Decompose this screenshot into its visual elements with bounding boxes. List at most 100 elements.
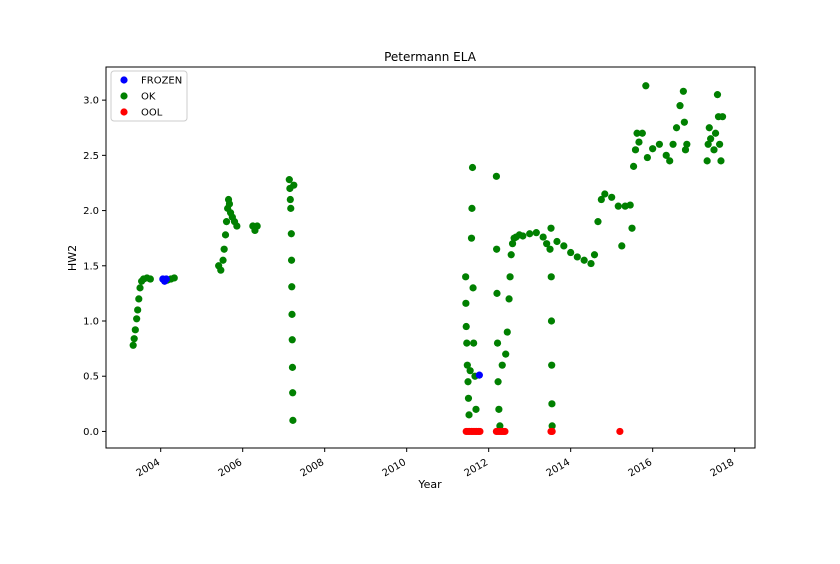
point-ok bbox=[716, 140, 724, 148]
point-ok bbox=[642, 82, 650, 90]
plot-frame bbox=[105, 66, 756, 449]
legend-marker-ool bbox=[120, 108, 128, 116]
x-tick-label: 2014 bbox=[545, 457, 573, 479]
point-ok bbox=[462, 273, 470, 281]
point-ok bbox=[469, 284, 477, 292]
point-ok bbox=[590, 251, 599, 259]
point-ok bbox=[597, 195, 605, 204]
point-ok bbox=[631, 146, 640, 154]
point-ok bbox=[507, 251, 515, 259]
point-frozen bbox=[475, 371, 483, 379]
point-ok bbox=[468, 204, 476, 212]
point-ok bbox=[289, 416, 297, 424]
y-tick-label: 1.0 bbox=[83, 317, 99, 328]
point-ool bbox=[501, 427, 509, 436]
point-ok bbox=[288, 310, 296, 318]
y-tick-label: 0.0 bbox=[83, 427, 99, 438]
point-ok bbox=[217, 266, 225, 274]
point-ok bbox=[495, 405, 503, 413]
point-ok bbox=[253, 222, 261, 230]
point-ok bbox=[676, 102, 684, 110]
point-ok bbox=[649, 145, 657, 153]
point-ok bbox=[288, 336, 296, 344]
point-ok bbox=[548, 400, 556, 408]
point-ok bbox=[135, 295, 143, 303]
x-tick-label: 2006 bbox=[217, 457, 245, 479]
point-ok bbox=[464, 394, 473, 402]
y-tick-label: 2.0 bbox=[83, 206, 99, 217]
y-tick-label: 2.5 bbox=[83, 151, 99, 162]
point-ool bbox=[548, 427, 556, 436]
x-tick-label: 2012 bbox=[463, 457, 491, 479]
point-ok bbox=[580, 256, 588, 264]
y-tick-label: 0.5 bbox=[83, 372, 99, 383]
point-ok bbox=[655, 140, 664, 148]
point-ok bbox=[508, 240, 517, 248]
point-ok bbox=[468, 163, 477, 172]
point-ok bbox=[220, 245, 228, 253]
point-ok bbox=[170, 274, 178, 282]
point-ok bbox=[539, 233, 547, 241]
point-ok bbox=[288, 283, 296, 291]
y-tick-label: 3.0 bbox=[83, 96, 99, 107]
point-ok bbox=[287, 204, 295, 212]
point-ok bbox=[233, 222, 241, 230]
point-ok bbox=[638, 129, 646, 137]
point-ok bbox=[146, 275, 154, 283]
point-ok bbox=[683, 140, 691, 148]
point-ok bbox=[502, 350, 510, 358]
point-ok bbox=[503, 328, 511, 336]
x-tick-label: 2008 bbox=[299, 457, 327, 479]
x-tick-label: 2004 bbox=[135, 457, 163, 479]
point-ok bbox=[492, 172, 501, 180]
point-ok bbox=[635, 138, 643, 146]
x-tick-label: 2016 bbox=[627, 457, 655, 479]
legend-label-ool: OOL bbox=[141, 108, 163, 119]
legend-marker-frozen bbox=[120, 76, 128, 84]
point-ok bbox=[462, 322, 470, 331]
point-ok bbox=[614, 202, 622, 210]
point-ok bbox=[288, 363, 297, 371]
point-ok bbox=[464, 378, 472, 386]
point-ok bbox=[547, 317, 556, 325]
point-ok bbox=[466, 367, 474, 375]
point-ok bbox=[608, 193, 616, 201]
legend-marker-ok bbox=[120, 92, 128, 100]
point-ok bbox=[498, 361, 506, 369]
point-ok bbox=[285, 176, 293, 184]
legend-label-frozen: FROZEN bbox=[141, 76, 182, 87]
point-ok bbox=[287, 256, 296, 264]
legend-box bbox=[110, 70, 188, 122]
point-ok bbox=[710, 146, 718, 154]
point-ok bbox=[547, 273, 555, 281]
point-ok bbox=[133, 315, 141, 323]
point-ok bbox=[493, 339, 502, 347]
point-ok bbox=[666, 157, 674, 165]
point-ok bbox=[467, 234, 476, 242]
point-ok bbox=[628, 224, 636, 232]
point-ok bbox=[463, 361, 471, 369]
point-ok bbox=[290, 181, 298, 189]
point-ok bbox=[547, 224, 555, 232]
point-ok bbox=[679, 87, 687, 95]
point-ok bbox=[626, 201, 634, 209]
point-ok bbox=[703, 157, 711, 165]
point-ok bbox=[718, 113, 727, 121]
point-ok bbox=[707, 135, 715, 143]
point-ok bbox=[713, 91, 722, 99]
point-ok bbox=[587, 259, 595, 268]
point-ok bbox=[594, 218, 602, 226]
point-ok bbox=[681, 146, 690, 154]
point-ok bbox=[543, 240, 551, 248]
point-ok bbox=[493, 245, 501, 253]
point-ok bbox=[221, 231, 230, 239]
x-axis-label: Year bbox=[417, 478, 442, 491]
point-ok bbox=[222, 218, 231, 226]
plot-area bbox=[129, 82, 727, 436]
point-ok bbox=[601, 190, 609, 198]
point-ok bbox=[705, 124, 713, 132]
point-ok bbox=[219, 256, 227, 264]
point-ok bbox=[130, 335, 138, 343]
point-ok bbox=[462, 299, 470, 307]
point-ok bbox=[526, 230, 534, 238]
